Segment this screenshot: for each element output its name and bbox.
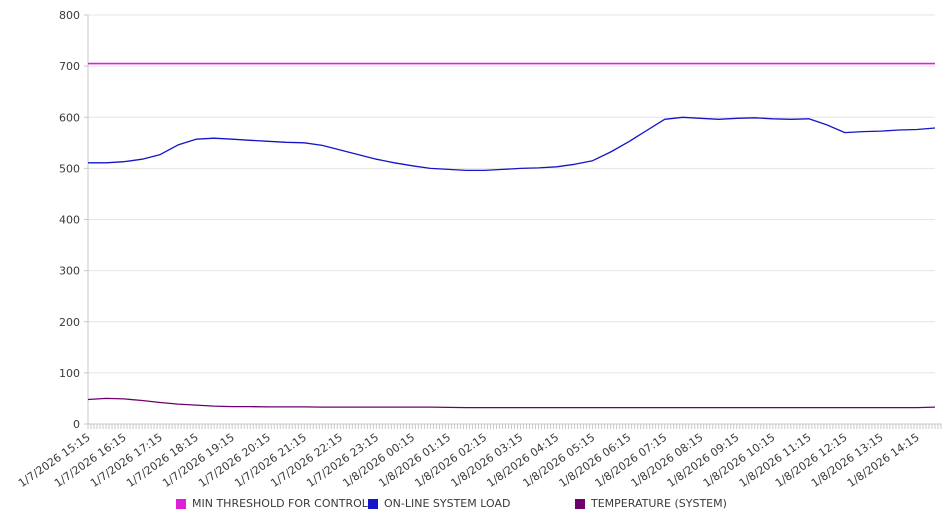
series-line-temperature-system- [87,397,936,409]
y-tick-label: 200 [59,316,80,329]
legend-label: ON-LINE SYSTEM LOAD [384,497,511,510]
y-tick-label: 500 [59,162,80,175]
y-tick-label: 0 [73,418,80,431]
legend-swatch-magenta-icon [176,498,186,509]
legend-item-temperature-system[interactable]: TEMPERATURE (SYSTEM) [575,497,727,510]
legend-item-on-line-system-load[interactable]: ON-LINE SYSTEM LOAD [368,497,510,510]
legend: MIN THRESHOLD FOR CONTROL ON-LINE SYSTEM… [0,497,946,513]
legend-swatch-blue-icon [368,498,378,509]
y-tick-label: 300 [59,265,80,278]
legend-label: MIN THRESHOLD FOR CONTROL [192,497,368,510]
legend-swatch-purple-icon [575,498,585,509]
legend-item-min-threshold-for-control[interactable]: MIN THRESHOLD FOR CONTROL [176,497,368,510]
series-line-on-line-system-load [88,116,936,172]
y-tick-label: 600 [59,111,80,124]
y-tick-label: 400 [59,214,80,227]
y-tick-label: 800 [59,9,80,22]
y-tick-label: 100 [59,367,80,380]
legend-label: TEMPERATURE (SYSTEM) [591,497,727,510]
y-tick-label: 700 [59,60,80,73]
